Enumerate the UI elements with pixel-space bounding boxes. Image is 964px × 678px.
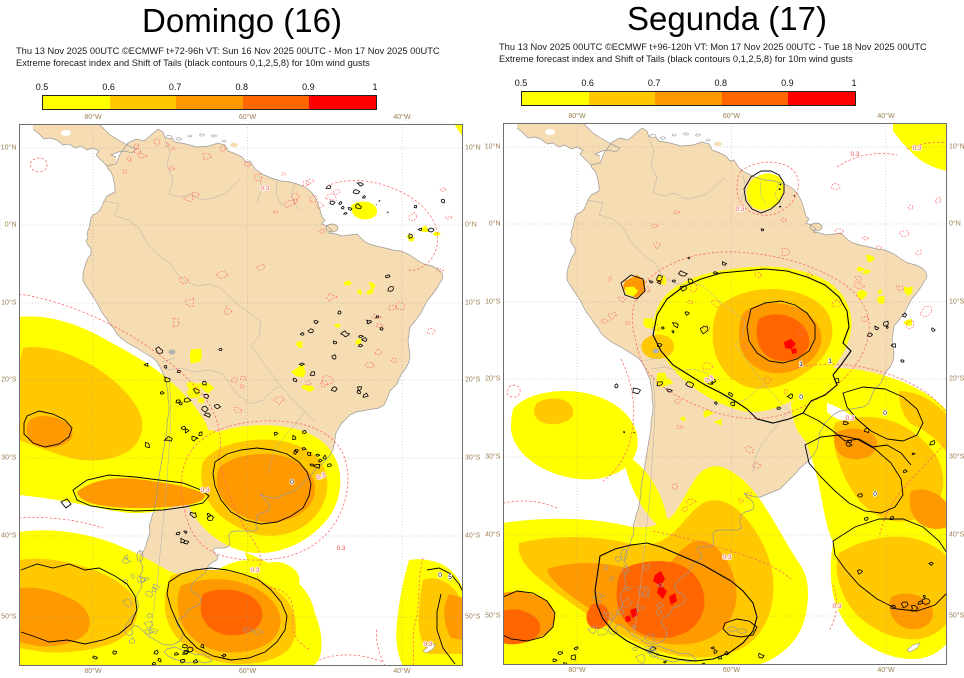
svg-text:0.3: 0.3 [423,641,432,648]
panel-title: Segunda (17) [627,0,827,37]
colorbar-tick: 0.7 [647,78,661,88]
lat-axis-label: 30°S [1,454,17,462]
svg-text:0.3: 0.3 [845,415,854,422]
svg-text:0.3: 0.3 [250,567,259,574]
colorbar-segment [309,96,376,109]
efi-colorbar [42,95,377,110]
lat-axis-label: 10°S [1,299,17,307]
colorbar-tick: 0.5 [35,82,49,92]
product-description-line: Extreme forecast index and Shift of Tail… [499,54,853,64]
lon-axis-label: 60°W [238,114,257,121]
efi-colorbar [521,91,856,106]
svg-text:0: 0 [799,394,803,401]
lat-axis-label: 20°S [485,375,501,383]
product-description-line: Extreme forecast index and Shift of Tail… [16,58,370,68]
lon-axis-label: 80°W [84,668,102,675]
colorbar-tick: 0.8 [235,82,249,92]
lat-axis-label: 0°N [488,220,501,228]
panel-title: Domingo (16) [142,2,342,39]
colorbar-tick: 1 [851,78,857,88]
lat-axis-label: 20°S [949,375,964,383]
colorbar-segment [176,96,243,109]
lat-axis-label: 40°S [949,531,964,539]
svg-text:0: 0 [883,410,887,417]
map-domingo: 0.3 0.3 0.3 0.3 0.3 0.3 0 0 5 80°W 80°W 60°W 60°W 40… [1,114,481,675]
svg-text:1: 1 [828,358,832,365]
lon-axis-label: 80°W [568,113,586,120]
svg-text:5: 5 [448,574,452,581]
lat-axis-label: 0°N [4,221,17,229]
lat-axis-label: 30°S [949,453,964,461]
lat-axis-label: 10°S [485,298,501,306]
svg-text:0.3: 0.3 [735,206,744,213]
colorbar-tick: 0.7 [168,82,182,92]
efi-map-south-america: 0.30.30.30.30.30.300 5 [19,124,463,666]
colorbar-segment [43,96,110,109]
lat-axis-label: 10°N [949,143,964,151]
svg-text:1: 1 [799,361,803,368]
lon-axis-label: 40°W [393,114,411,121]
lat-axis-label: 40°S [485,531,501,539]
svg-text:0.3: 0.3 [260,185,269,192]
lon-axis-label: 80°W [568,667,586,674]
lon-axis-label: 40°W [393,668,411,675]
lat-axis-label: 50°S [485,612,501,620]
lat-axis-label: 20°S [1,376,17,384]
svg-text:0: 0 [290,479,294,486]
lat-axis-label: 10°N [0,144,17,152]
colorbar-tick: 0.9 [302,82,315,92]
lon-axis-label: 60°W [238,668,257,675]
efi-map-south-america: 0.3 0.3 0.3 0.3 0.3 0.3 0.3 1 1 0 0 0 [503,123,947,665]
lat-axis-label: 20°S [465,376,481,384]
run-validity-line: Thu 13 Nov 2025 00UTC ©ECMWF t+96-120h V… [499,42,927,52]
colorbar-tick: 0.9 [781,78,794,88]
lat-axis-label: 40°S [465,532,481,540]
colorbar-ticks: 0.5 0.6 0.7 0.8 0.9 1 [515,78,857,90]
svg-text:0.3: 0.3 [722,554,731,561]
lat-axis-label: 50°S [949,612,964,620]
lat-axis-label: 10°S [949,298,964,306]
svg-text:0.3: 0.3 [200,487,209,494]
lat-axis-label: 30°S [465,454,481,462]
colorbar-tick: 0.6 [102,82,115,92]
lon-axis-label: 40°W [877,113,895,120]
lat-axis-label: 0°N [949,220,961,228]
svg-text:0.3: 0.3 [850,151,859,158]
colorbar-segment [522,92,589,105]
lat-axis-label: 0°N [465,221,477,229]
colorbar-tick: 0.6 [581,78,594,88]
colorbar-segment [242,96,310,109]
lat-axis-label: 50°S [465,613,481,621]
map-segunda: 0.3 0.3 0.3 0.3 0.3 0.3 0.3 1 1 0 0 0 80°W 80°W 60°W 6… [485,113,964,674]
svg-text:0.3: 0.3 [336,545,345,552]
colorbar-tick: 1 [372,82,378,92]
svg-text:0: 0 [438,572,442,579]
colorbar-segment [788,92,855,105]
lat-axis-label: 40°S [1,532,17,540]
lat-axis-label: 30°S [485,453,501,461]
lat-axis-label: 10°N [465,144,481,152]
svg-text:0.3: 0.3 [316,471,327,481]
svg-text:0.3: 0.3 [912,145,921,152]
lat-axis-label: 10°N [484,143,501,151]
svg-text:0.3: 0.3 [832,603,841,610]
svg-text:0.3: 0.3 [704,374,715,384]
lon-axis-label: 40°W [877,667,895,674]
colorbar-ticks: 0.5 0.6 0.7 0.8 0.9 1 [36,82,378,94]
colorbar-tick: 0.8 [714,78,728,88]
svg-text:0: 0 [873,491,877,498]
lon-axis-label: 60°W [722,667,741,674]
lat-axis-label: 10°S [465,299,481,307]
lon-axis-label: 80°W [84,114,102,121]
lat-axis-label: 50°S [1,613,17,621]
colorbar-tick: 0.5 [514,78,528,88]
colorbar-segment [721,92,789,105]
run-validity-line: Thu 13 Nov 2025 00UTC ©ECMWF t+72-96h VT… [16,46,440,56]
colorbar-segment [588,92,656,105]
lon-axis-label: 60°W [722,113,741,120]
colorbar-segment [109,96,177,109]
colorbar-segment [655,92,722,105]
